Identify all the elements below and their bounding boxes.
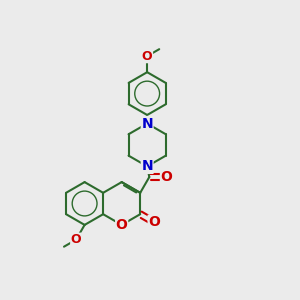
- Text: O: O: [71, 233, 81, 246]
- Text: N: N: [141, 159, 153, 173]
- Text: O: O: [148, 215, 160, 229]
- Text: O: O: [142, 50, 152, 63]
- Text: O: O: [116, 218, 127, 232]
- Text: N: N: [141, 116, 153, 130]
- Text: O: O: [160, 170, 172, 184]
